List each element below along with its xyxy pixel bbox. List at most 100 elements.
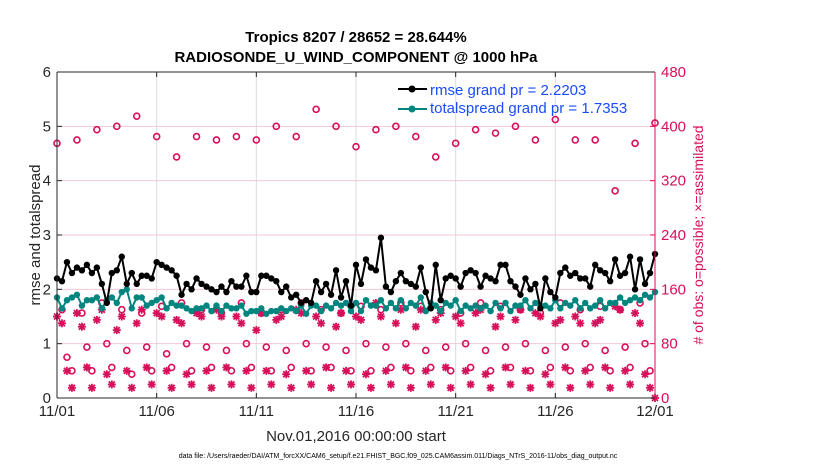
rmse-point <box>163 264 170 271</box>
possible-obs-point <box>292 132 301 141</box>
assimilated-obs-point <box>72 309 81 318</box>
possible-obs-point <box>382 343 390 351</box>
data-file-footer: data file: /Users/raeder/DAI/ATM_forcXX/… <box>179 453 618 460</box>
assimilated-obs-point <box>132 319 141 328</box>
x-tick-label: 12/01 <box>636 403 674 420</box>
y-tick-label: 4 <box>43 173 51 190</box>
possible-obs-point <box>501 343 510 351</box>
rmse-point <box>452 275 459 282</box>
assimilated-marker-stroke <box>457 319 465 327</box>
rmse-point <box>198 280 205 288</box>
spread-point <box>626 297 634 304</box>
legend-spread-label: totalspread grand pr = 1.7353 <box>430 100 627 117</box>
assimilated-marker-stroke <box>506 380 515 389</box>
assimilated-obs-point <box>152 309 161 318</box>
assimilated-marker-stroke <box>153 309 161 317</box>
possible-obs-point <box>621 343 629 351</box>
rmse-point <box>497 261 504 269</box>
assimilated-obs-point <box>242 366 251 375</box>
spread-point <box>621 299 629 307</box>
assimilated-marker-stroke <box>641 370 649 378</box>
assimilated-obs-point <box>376 312 385 321</box>
assimilated-obs-point <box>102 370 111 379</box>
x-tick-label: 11/21 <box>437 403 473 420</box>
assimilated-obs-point <box>282 370 291 379</box>
y-tick-label: 0 <box>43 390 51 407</box>
grid <box>56 72 656 398</box>
possible-obs-point <box>586 363 595 372</box>
rmse-point <box>233 283 240 290</box>
spread-point <box>572 297 579 304</box>
assimilated-obs-point <box>107 380 116 389</box>
spread-point <box>148 299 155 307</box>
spread-point <box>238 302 245 309</box>
assimilated-obs-point <box>347 380 356 389</box>
spread-point <box>477 305 484 312</box>
spread-point <box>83 297 91 304</box>
spread-point <box>293 307 300 315</box>
spread-point <box>462 302 469 309</box>
assimilated-marker-stroke <box>442 363 450 372</box>
assimilated-marker-stroke <box>636 319 644 327</box>
rmse-point <box>407 280 415 288</box>
assimilated-obs-point <box>441 363 450 372</box>
assimilated-marker-stroke <box>182 370 191 378</box>
assimilated-marker-stroke <box>123 367 131 375</box>
rmse-point <box>98 280 106 288</box>
assimilated-marker-stroke <box>481 370 490 378</box>
assimilated-marker-stroke <box>113 326 121 334</box>
assimilated-marker-stroke <box>277 312 285 321</box>
assimilated-marker-stroke <box>128 384 136 392</box>
possible-obs-point <box>167 363 176 372</box>
spread-point <box>138 294 145 301</box>
assimilated-marker-stroke <box>461 367 470 375</box>
rmse-point <box>293 291 300 298</box>
assimilated-obs-point <box>207 383 216 392</box>
rmse-point <box>616 272 624 279</box>
assimilated-obs-point <box>87 383 96 392</box>
assimilated-marker-stroke <box>93 316 101 324</box>
assimilated-obs-point <box>576 319 585 328</box>
rmse-point <box>502 261 509 269</box>
assimilated-obs-point <box>526 383 535 392</box>
spread-point <box>636 297 644 304</box>
possible-obs-point <box>108 363 116 372</box>
possible-obs-point <box>162 350 171 358</box>
spread-point <box>497 305 504 312</box>
rmse-point <box>482 272 489 279</box>
possible-obs-point <box>402 339 410 348</box>
rmse-point <box>532 280 539 288</box>
spread-point <box>283 307 290 315</box>
possible-obs-point <box>247 363 256 372</box>
assimilated-marker-stroke <box>606 384 614 392</box>
y-tick-label: 6 <box>43 64 51 81</box>
possible-obs-point <box>342 346 350 355</box>
assimilated-marker-stroke <box>646 384 654 392</box>
assimilated-obs-point <box>237 319 246 328</box>
assimilated-marker-stroke <box>601 363 609 372</box>
rmse-point <box>397 269 405 277</box>
possible-obs-point <box>73 136 81 144</box>
rmse-point <box>547 288 554 296</box>
assimilated-marker-stroke <box>63 367 71 375</box>
assimilated-marker-stroke <box>172 316 181 324</box>
possible-obs-point <box>421 346 430 355</box>
assimilated-obs-point <box>636 319 645 328</box>
spread-point <box>203 302 210 309</box>
rmse-point <box>243 272 250 279</box>
rmse-point <box>606 277 614 285</box>
assimilated-obs-point <box>92 315 101 324</box>
chart-title: Tropics 8207 / 28652 = 28.644% <box>245 29 466 46</box>
rmse-point <box>193 275 200 282</box>
rmse-point <box>507 277 514 285</box>
assimilated-obs-point <box>426 380 435 389</box>
assimilated-obs-point <box>481 370 490 379</box>
axes: 11/01 11/06 11/11 11/16 11/21 11/26 12/0108016… <box>39 64 686 420</box>
rmse-point <box>168 267 175 274</box>
possible-obs-point <box>182 339 191 348</box>
spread-point <box>367 302 375 309</box>
rmse-point <box>188 286 195 293</box>
spread-point <box>562 299 569 307</box>
rmse-point <box>392 277 400 285</box>
assimilated-obs-point <box>227 380 236 389</box>
